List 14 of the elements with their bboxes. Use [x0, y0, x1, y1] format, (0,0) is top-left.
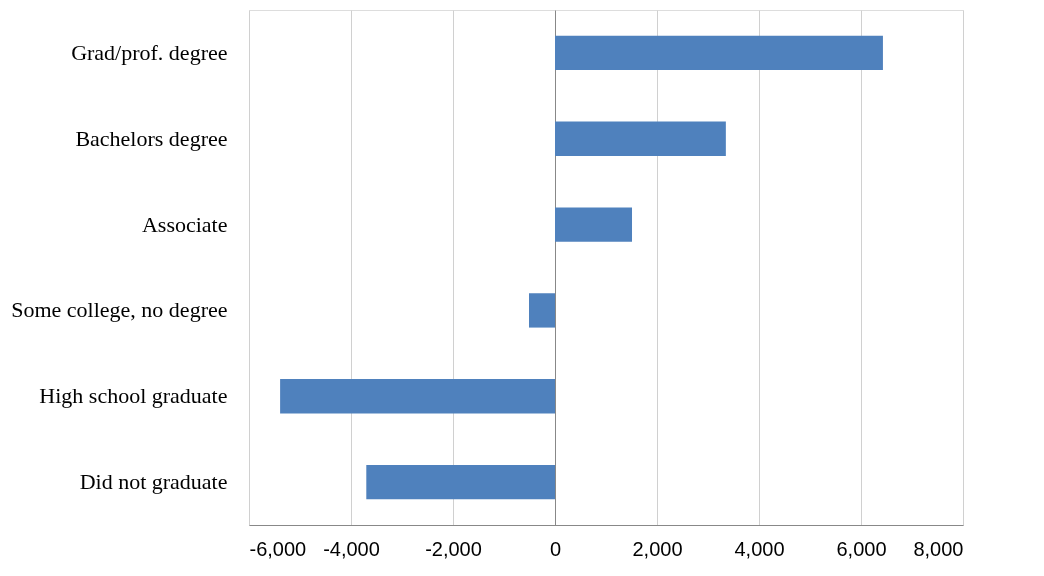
y-tick-label: Did not graduate [79, 469, 228, 495]
x-tick-label: 8,000 [913, 537, 964, 560]
y-tick-label: High school graduate [39, 383, 228, 409]
y-tick-label: Grad/prof. degree [71, 39, 228, 65]
x-tick-label: -6,000 [249, 537, 307, 560]
y-tick-label: Associate [141, 211, 228, 237]
x-tick-label: 4,000 [734, 537, 785, 560]
x-tick-label: 6,000 [836, 537, 887, 560]
x-tick-label: 2,000 [632, 537, 683, 560]
x-tick-label: -2,000 [425, 537, 482, 560]
x-tick-label: -4,000 [323, 537, 380, 560]
y-tick-label: Some college, no degree [11, 297, 228, 323]
x-tick-label: 0 [549, 537, 562, 560]
y-tick-label: Bachelors degree [75, 125, 228, 151]
